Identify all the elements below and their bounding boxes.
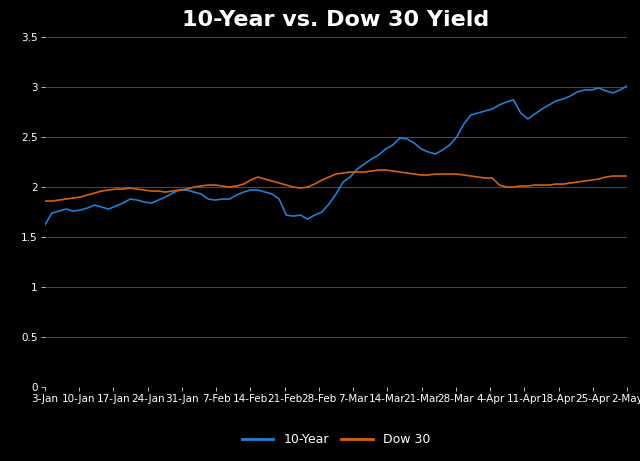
10-Year bbox=[126, 196, 134, 202]
Dow 30 bbox=[396, 169, 404, 175]
Dow 30 bbox=[126, 185, 134, 191]
Dow 30 bbox=[162, 189, 170, 195]
Dow 30 bbox=[502, 184, 510, 190]
10-Year bbox=[76, 207, 84, 213]
Title: 10-Year vs. Dow 30 Yield: 10-Year vs. Dow 30 Yield bbox=[182, 10, 490, 30]
10-Year bbox=[389, 142, 397, 148]
Dow 30 bbox=[467, 173, 475, 179]
Dow 30 bbox=[41, 198, 49, 204]
10-Year bbox=[495, 102, 503, 108]
10-Year bbox=[623, 83, 631, 89]
10-Year bbox=[162, 194, 170, 200]
Legend: 10-Year, Dow 30: 10-Year, Dow 30 bbox=[237, 428, 435, 451]
Dow 30 bbox=[76, 194, 84, 200]
Dow 30 bbox=[375, 167, 383, 173]
Dow 30 bbox=[623, 173, 631, 179]
Line: 10-Year: 10-Year bbox=[45, 86, 627, 225]
10-Year bbox=[460, 121, 468, 127]
10-Year bbox=[41, 222, 49, 228]
Line: Dow 30: Dow 30 bbox=[45, 170, 627, 201]
